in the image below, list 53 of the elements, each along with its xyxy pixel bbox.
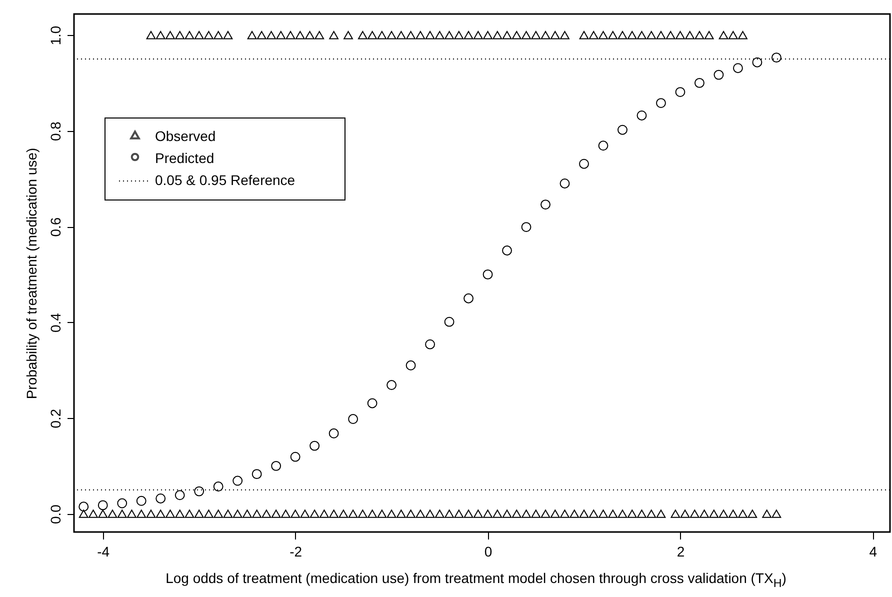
y-tick-label: 0.8 <box>48 121 64 142</box>
point <box>78 502 89 512</box>
point <box>98 500 108 510</box>
y-tick-label: 1.0 <box>48 26 64 46</box>
point <box>521 222 532 232</box>
y-tick-label: 0.0 <box>48 504 64 524</box>
point <box>156 494 166 504</box>
point <box>232 476 243 486</box>
legend-label: Observed <box>155 128 216 144</box>
point <box>560 178 570 188</box>
point <box>771 52 782 63</box>
y-tick-label: 0.2 <box>48 408 64 428</box>
point <box>425 339 436 350</box>
point <box>271 460 282 471</box>
point <box>482 269 493 280</box>
point <box>618 124 628 135</box>
point <box>732 63 743 74</box>
point <box>502 246 512 256</box>
point <box>406 360 416 370</box>
point <box>310 440 320 451</box>
point <box>752 57 762 68</box>
point <box>290 452 300 462</box>
x-axis-title: Log odds of treatment (medication use) from treatment model chosen through cross validation (TX$_{H}$) <box>164 570 788 590</box>
point <box>367 398 378 408</box>
point <box>348 414 358 424</box>
y-axis-title: Probability of treatment (medication use) <box>24 148 40 400</box>
y-tick-label: 0.4 <box>48 312 64 333</box>
y-tick-label: 0.6 <box>48 217 64 237</box>
point <box>213 482 224 492</box>
point <box>598 140 608 151</box>
x-tick-label: 4 <box>869 544 878 560</box>
x-tick-label: 2 <box>676 544 685 560</box>
point <box>117 498 128 508</box>
point <box>194 486 204 496</box>
point <box>675 87 686 97</box>
point <box>444 316 454 327</box>
x-tick-label: 0 <box>484 544 492 560</box>
point <box>136 496 146 506</box>
point <box>464 293 474 304</box>
point <box>694 78 704 88</box>
legend-label: 0.05 & 0.95 Reference <box>155 172 296 188</box>
x-tick-label: -2 <box>290 544 302 560</box>
point <box>656 98 666 108</box>
point <box>174 490 185 500</box>
point <box>636 110 647 120</box>
point <box>540 200 550 210</box>
point <box>714 70 724 80</box>
point <box>386 380 397 390</box>
point <box>579 158 589 169</box>
legend-label: Predicted <box>155 150 214 166</box>
point <box>328 428 339 438</box>
point <box>252 469 262 480</box>
x-tick-label: -4 <box>97 544 110 560</box>
